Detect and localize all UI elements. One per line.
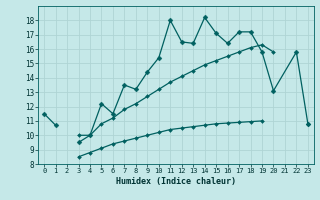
X-axis label: Humidex (Indice chaleur): Humidex (Indice chaleur) — [116, 177, 236, 186]
